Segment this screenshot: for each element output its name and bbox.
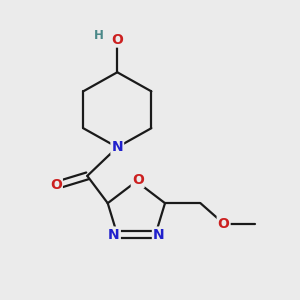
Text: N: N [112,140,123,154]
Text: N: N [153,227,164,242]
Text: O: O [218,217,230,231]
Text: N: N [108,227,120,242]
Text: O: O [50,178,62,193]
Text: O: O [132,173,144,187]
Text: O: O [111,32,123,46]
Text: H: H [94,29,104,42]
